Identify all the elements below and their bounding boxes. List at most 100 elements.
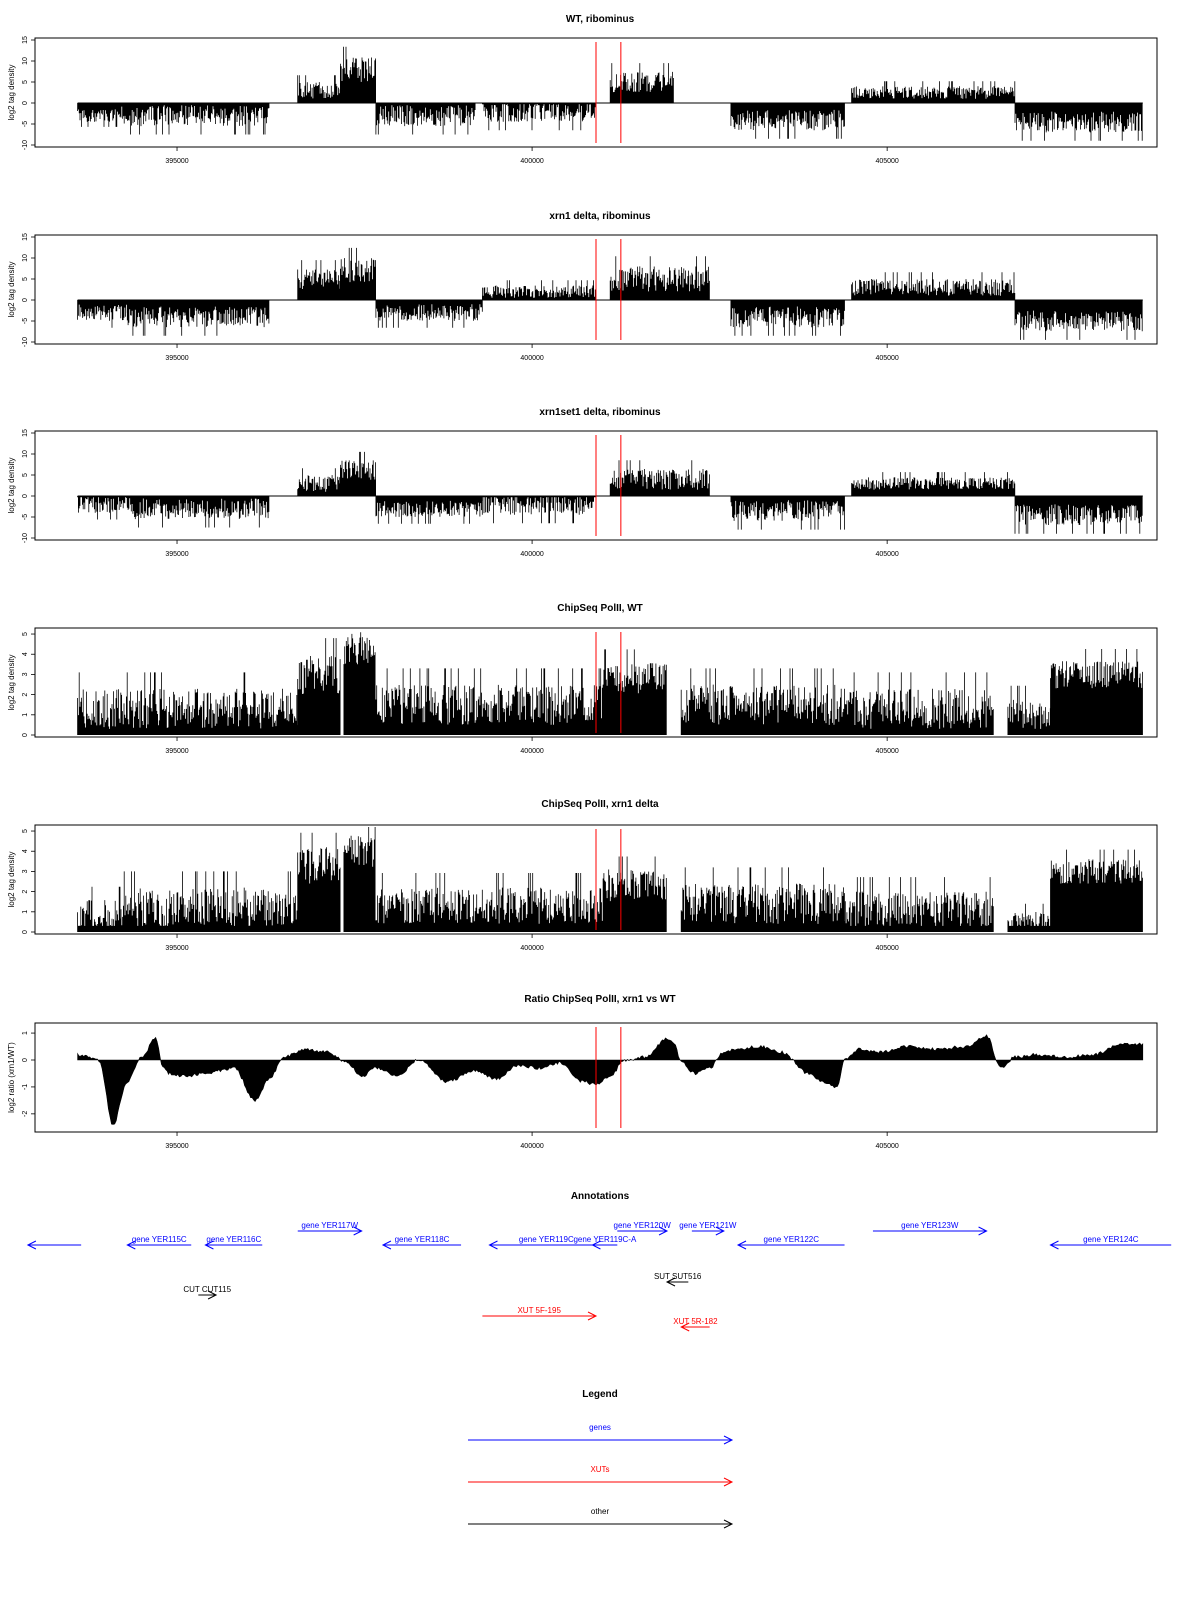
x-tick-label: 395000: [165, 1143, 188, 1150]
x-tick-label: 395000: [165, 551, 188, 558]
plot-frame: [34, 37, 1158, 148]
x-tick-label: 395000: [165, 748, 188, 755]
x-tick-label: 395000: [165, 355, 188, 362]
feature-label: XUT 5R-182: [673, 1317, 718, 1326]
panel-title: xrn1 delta, ribominus: [549, 211, 651, 222]
y-tick-label: 15: [22, 429, 29, 437]
feature-label: CUT CUT115: [183, 1285, 231, 1294]
y-axis-label: log2 tag density: [7, 64, 16, 120]
signal-bars: [77, 46, 1143, 141]
feature-gene-yer124c[interactable]: gene YER124C: [1049, 1235, 1172, 1250]
arrowhead-icon: [207, 1290, 218, 1300]
feature-gene-yer119c-a[interactable]: gene YER119C-A: [573, 1235, 637, 1250]
arrowhead-icon: [204, 1240, 214, 1250]
panel-5: ChipSeq PolII, xrn1 delta 0 1 2 3 4 5 log2 tag …: [7, 799, 1158, 952]
feature-label: gene YER117W: [301, 1221, 358, 1230]
y-tick-label: 0: [22, 733, 29, 737]
annotations-title: Annotations: [571, 1191, 630, 1202]
feature-gene-yer119c[interactable]: gene YER119C: [488, 1235, 604, 1250]
arrowhead-icon: [723, 1519, 734, 1529]
plot-frame: [34, 430, 1158, 541]
panel-1: WT, ribominus -10 -5 0 5 10 15 log2 tag density…: [7, 14, 1158, 165]
x-tick-label: 400000: [520, 945, 543, 952]
x-tick-label: 405000: [875, 355, 898, 362]
arrowhead-icon: [723, 1435, 734, 1445]
x-tick-label: 400000: [520, 355, 543, 362]
x-tick-label: 405000: [875, 748, 898, 755]
arrowhead-icon: [126, 1240, 136, 1250]
feature-gene-yer123w[interactable]: gene YER123W: [872, 1221, 988, 1236]
y-axis-label: log2 tag density: [7, 654, 16, 710]
feature-label: gene YER124C: [1083, 1235, 1139, 1244]
y-tick-label: 1: [22, 910, 29, 914]
arrowhead-icon: [488, 1240, 498, 1250]
feature-gene-yer120w[interactable]: gene YER120W: [614, 1221, 672, 1236]
feature-label: gene YER119C: [519, 1235, 574, 1244]
arrowhead-icon: [680, 1322, 690, 1332]
y-tick-label: 5: [22, 473, 29, 477]
feature-cut-cut115[interactable]: CUT CUT115: [183, 1285, 232, 1300]
y-axis-label: log2 ratio (xrn1/WT): [7, 1042, 16, 1113]
plot-frame: [34, 1022, 1158, 1133]
y-axis-label: log2 tag density: [7, 457, 16, 513]
feature-gene-yer115c[interactable]: gene YER115C: [126, 1235, 192, 1250]
feature-label: gene YER119C-A: [573, 1235, 637, 1244]
panel-3: xrn1set1 delta, ribominus -10 -5 0 5 10 15 log2…: [7, 407, 1158, 558]
x-tick-label: 405000: [875, 945, 898, 952]
x-tick-label: 395000: [165, 158, 188, 165]
feature-label: gene YER115C: [132, 1235, 187, 1244]
x-tick-label: 395000: [165, 945, 188, 952]
feature-sut-sut516[interactable]: SUT SUT516: [654, 1272, 702, 1287]
feature-xut-5f-195[interactable]: XUT 5F-195: [482, 1306, 598, 1321]
arrowhead-icon: [381, 1240, 392, 1250]
feature-gene-yer121w[interactable]: gene YER121W: [679, 1221, 737, 1236]
arrowhead-icon: [665, 1277, 676, 1287]
y-tick-label: 15: [22, 36, 29, 44]
y-tick-label: 3: [22, 869, 29, 873]
legend-item-other: other: [468, 1507, 734, 1529]
panel-title: WT, ribominus: [566, 14, 635, 25]
legend-item-label: genes: [589, 1423, 611, 1432]
y-tick-label: 2: [22, 693, 29, 697]
panel-6: Ratio ChipSeq PolII, xrn1 vs WT -2 -1 0 1 log…: [7, 994, 1158, 1150]
y-tick-label: 0: [22, 101, 29, 105]
panel-title: ChipSeq PolII, WT: [557, 603, 643, 614]
y-tick-label: -5: [22, 121, 29, 127]
arrowhead-icon: [353, 1226, 363, 1236]
arrowhead-icon: [26, 1240, 37, 1250]
arrowhead-icon: [591, 1240, 601, 1250]
feature-gene-yer118c[interactable]: gene YER118C: [381, 1235, 462, 1250]
x-tick-label: 405000: [875, 158, 898, 165]
arrowhead-icon: [1049, 1240, 1059, 1250]
signal-bars: [77, 632, 1143, 735]
y-tick-label: -5: [22, 318, 29, 324]
x-tick-label: 400000: [520, 1143, 543, 1150]
y-tick-label: 2: [22, 890, 29, 894]
feature-gene-yer116c[interactable]: gene YER116C: [204, 1235, 263, 1250]
y-tick-label: 1: [22, 1031, 29, 1035]
panel-title: ChipSeq PolII, xrn1 delta: [541, 799, 659, 810]
feature-unnamed[interactable]: [26, 1240, 82, 1250]
y-tick-label: 10: [22, 57, 29, 65]
legend-title: Legend: [582, 1389, 618, 1400]
y-tick-label: 5: [22, 829, 29, 833]
y-tick-label: 0: [22, 930, 29, 934]
y-tick-label: -1: [22, 1084, 29, 1090]
y-tick-label: -5: [22, 514, 29, 520]
ratio-area: [77, 1034, 1144, 1125]
y-tick-label: 10: [22, 450, 29, 458]
feature-xut-5r-182[interactable]: XUT 5R-182: [673, 1317, 718, 1332]
legend-item-label: XUTs: [590, 1465, 609, 1474]
annotations-panel: Annotations gene YER115C gene YER116C gene …: [26, 1191, 1172, 1332]
arrowhead-icon: [658, 1226, 669, 1236]
y-tick-label: 5: [22, 632, 29, 636]
y-tick-label: 10: [22, 254, 29, 262]
panel-title: xrn1set1 delta, ribominus: [539, 407, 661, 418]
feature-gene-yer117w[interactable]: gene YER117W: [297, 1221, 363, 1236]
feature-gene-yer122c[interactable]: gene YER122C: [736, 1235, 845, 1250]
feature-label: gene YER123W: [901, 1221, 959, 1230]
x-tick-label: 405000: [875, 1143, 898, 1150]
y-tick-label: -2: [22, 1111, 29, 1117]
